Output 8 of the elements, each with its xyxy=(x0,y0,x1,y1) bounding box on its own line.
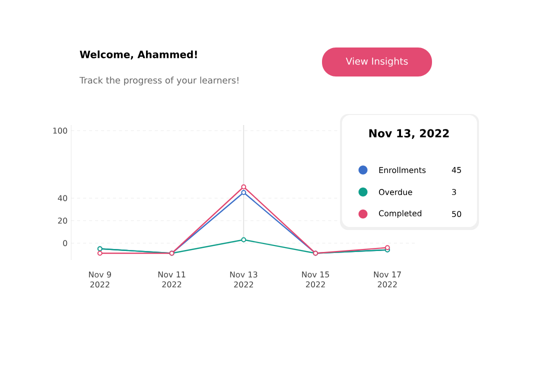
point xyxy=(241,237,246,242)
point xyxy=(97,250,102,256)
point xyxy=(241,190,246,195)
chart-subtitle: Track the progress of your learners! xyxy=(79,76,238,86)
point xyxy=(241,184,246,190)
legend-title: Nov 13, 2022 xyxy=(369,129,449,139)
chart-title: Welcome, Ahammed! xyxy=(80,50,197,60)
text: View Insights xyxy=(346,57,408,67)
